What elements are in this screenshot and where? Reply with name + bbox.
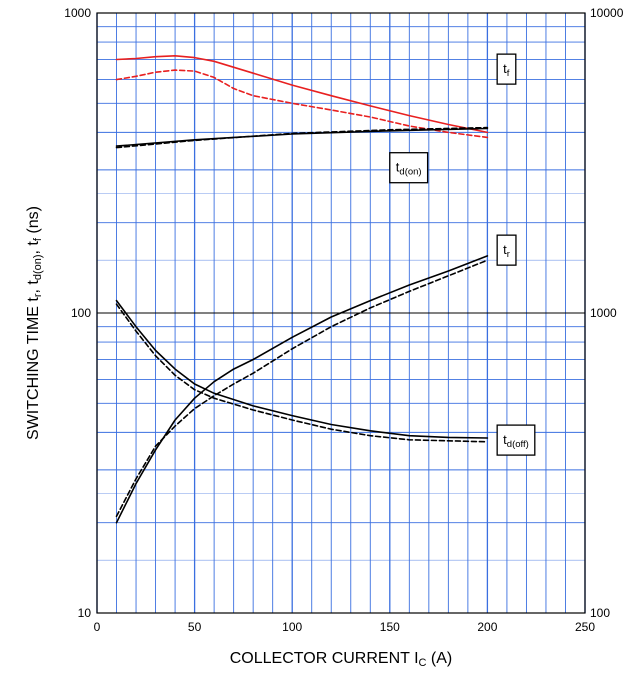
series-label-text: tf xyxy=(503,61,510,79)
series-labels: tf td(on) tr td(off) xyxy=(389,53,536,456)
series-label-text: tr xyxy=(503,242,510,260)
series-line-tr-solid xyxy=(115,255,489,524)
y-left-tick-label: 1000 xyxy=(64,6,91,20)
series-layer xyxy=(115,55,489,524)
axis-titles: COLLECTOR CURRENT IC (A) SWITCHING TIME t… xyxy=(25,206,452,669)
series-label-box xyxy=(496,53,517,85)
x-tick-label: 250 xyxy=(575,620,595,634)
y-right-tick-label: 1000 xyxy=(590,306,617,320)
series-label-box xyxy=(496,234,517,266)
x-tick-label: 150 xyxy=(380,620,400,634)
x-tick-label: 200 xyxy=(477,620,497,634)
series-label-text: td(off) xyxy=(503,432,529,450)
series-line-tr-dashed xyxy=(115,259,489,518)
y-right-tick-label: 100 xyxy=(590,606,610,620)
series-line-tf-dashed xyxy=(115,69,489,139)
series-label-don: td(on) xyxy=(389,152,429,184)
x-tick-label: 50 xyxy=(188,620,202,634)
y-axis-title: SWITCHING TIME tr, td(on), tf (ns) xyxy=(25,206,44,440)
x-tick-label: 0 xyxy=(94,620,101,634)
tick-labels: 0 50 100 150 200 250 10 100 1000 100 1000 10000 xyxy=(64,6,623,634)
y-left-tick-label: 10 xyxy=(78,606,92,620)
plot-frame xyxy=(96,12,586,614)
y-right-tick-label: 10000 xyxy=(590,6,624,20)
series-line-tf-solid xyxy=(115,55,489,134)
series-label-r: tr xyxy=(496,234,517,266)
y-left-tick-label: 100 xyxy=(71,306,91,320)
series-label-box xyxy=(389,152,429,184)
x-tick-label: 100 xyxy=(282,620,302,634)
series-line-tdon-dashed xyxy=(115,126,489,149)
series-label-text: td(on) xyxy=(396,160,422,178)
series-label-box xyxy=(496,424,536,456)
x-axis-title: COLLECTOR CURRENT IC (A) xyxy=(230,650,453,669)
series-line-tdoff-dashed xyxy=(115,303,489,443)
series-line-tdoff-solid xyxy=(115,299,489,439)
series-label-f: tf xyxy=(496,53,517,85)
series-label-doff: td(off) xyxy=(496,424,536,456)
